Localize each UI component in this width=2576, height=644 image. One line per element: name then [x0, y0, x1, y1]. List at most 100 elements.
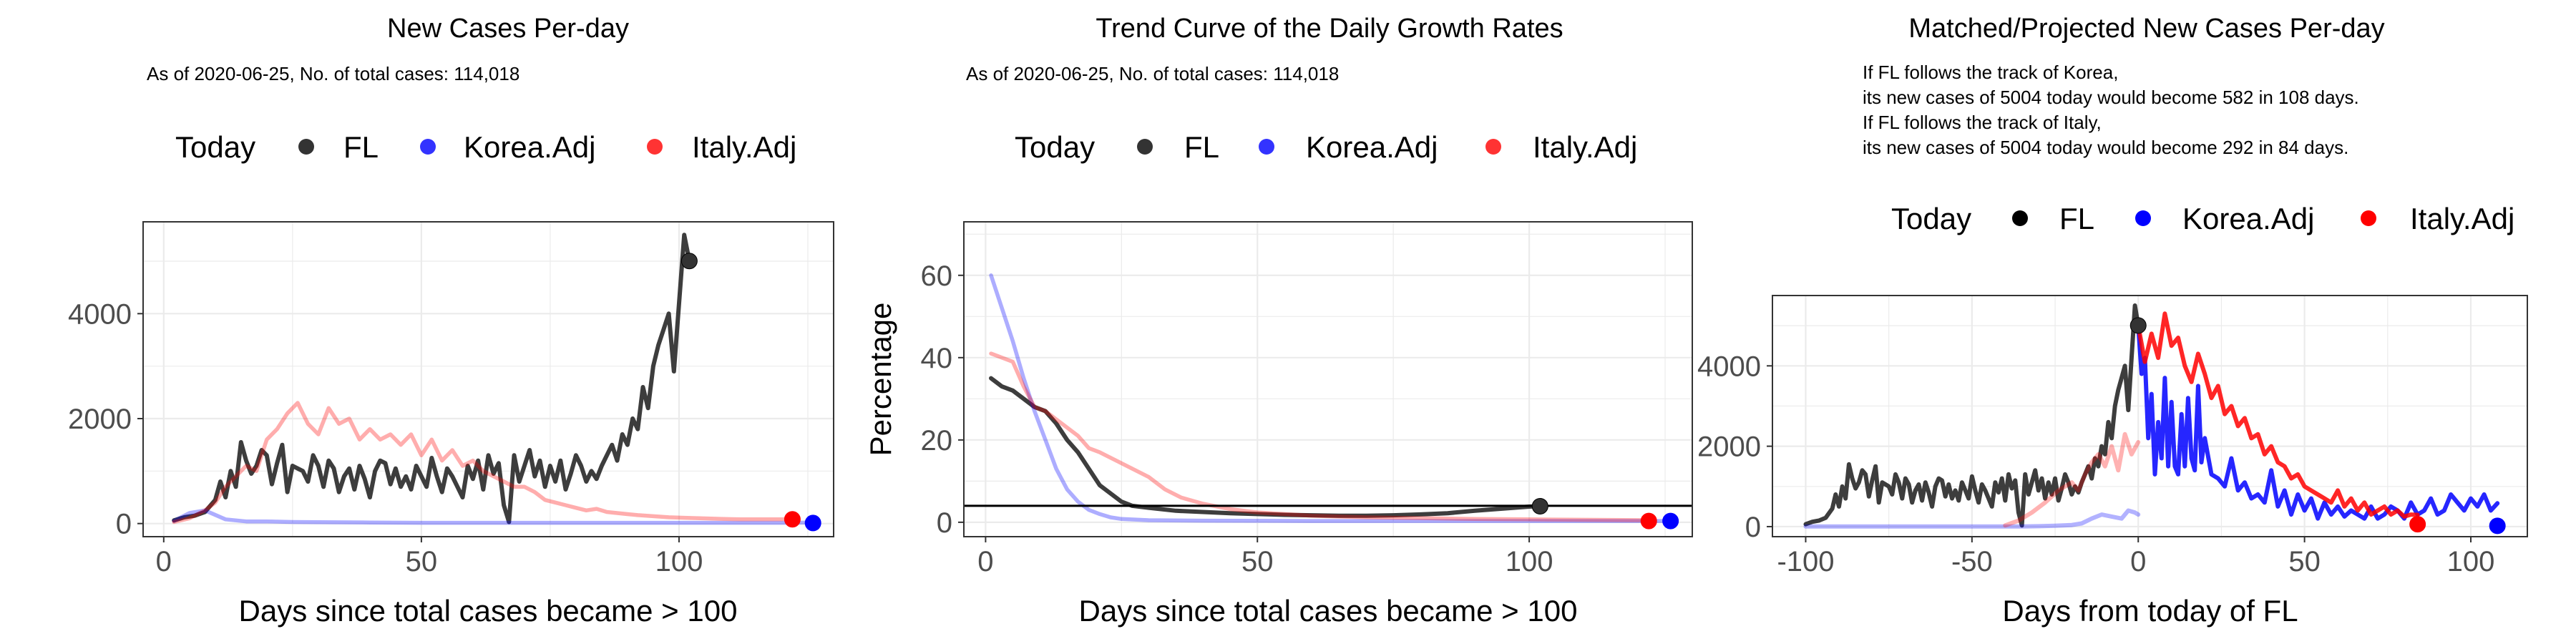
plot-area: 0 50 100 0 20 40 60 — [921, 221, 1693, 577]
legend-key-fl — [1137, 139, 1153, 155]
x-tick-label: 0 — [977, 546, 993, 577]
legend-label-italy: Italy.Adj — [2410, 202, 2514, 235]
today-point-italy-adj — [1640, 512, 1657, 530]
note-line: its new cases of 5004 today would become… — [1863, 87, 2359, 108]
x-tick-label: 50 — [1241, 546, 1274, 577]
x-tick-label: 100 — [655, 546, 703, 577]
x-tick-label: -50 — [1951, 546, 1993, 577]
x-tick-label: 0 — [156, 546, 172, 577]
x-axis-label: Days from today of FL — [2002, 594, 2298, 628]
note-line: its new cases of 5004 today would become… — [1863, 137, 2348, 158]
legend-key-italy — [647, 139, 663, 155]
plot-area: -100 -50 0 50 100 0 2000 4000 — [1697, 295, 2528, 577]
chart-panel-new-cases: New Cases Per-day As of 2020-06-25, No. … — [68, 14, 834, 628]
y-tick-label: 4000 — [1697, 351, 1761, 382]
today-markers — [2129, 317, 2506, 535]
plot-area: 0 50 100 0 2000 4000 — [68, 221, 834, 577]
today-point-italy-adj — [784, 511, 801, 528]
today-point-italy-adj — [2409, 516, 2426, 533]
chart-title: New Cases Per-day — [387, 14, 629, 44]
legend: Today FL Korea.Adj Italy.Adj — [1015, 130, 1637, 164]
series-line-fl — [172, 233, 692, 525]
series-lines — [989, 273, 1673, 523]
chart-panel-projected-cases: Matched/Projected New Cases Per-day If F… — [1697, 14, 2528, 628]
today-point-korea-adj — [804, 514, 821, 532]
series-line-italy-adj — [2136, 311, 2420, 519]
series-line-fl — [1803, 303, 2141, 528]
projection-notes: If FL follows the track of Korea, its ne… — [1863, 62, 2359, 158]
grid — [964, 222, 1692, 537]
legend: Today FL Korea.Adj Italy.Adj — [1891, 202, 2514, 235]
y-tick-label: 40 — [921, 343, 953, 374]
legend-label-korea: Korea.Adj — [464, 130, 595, 164]
plot-border — [963, 221, 1693, 537]
legend-key-italy — [2361, 210, 2376, 226]
today-markers — [1531, 497, 1679, 530]
x-tick-label: -100 — [1777, 546, 1834, 577]
note-line: If FL follows the track of Italy, — [1863, 112, 2102, 133]
y-tick-label: 2000 — [68, 404, 132, 435]
plot-border — [1772, 295, 2528, 537]
legend-label-korea: Korea.Adj — [2182, 202, 2314, 235]
series-lines — [172, 233, 815, 525]
plot-border — [142, 221, 834, 537]
chart-panel-growth-rates: Trend Curve of the Daily Growth Rates As… — [864, 14, 1693, 628]
axis-ticks: 0 50 100 0 2000 4000 — [68, 298, 703, 577]
series-lines — [1803, 303, 2500, 529]
series-line-korea-adj — [172, 508, 815, 525]
y-axis-label: Percentage — [864, 303, 897, 457]
y-tick-label: 4000 — [68, 298, 132, 330]
x-tick-label: 50 — [2288, 546, 2321, 577]
legend-key-korea — [420, 139, 436, 155]
today-markers — [680, 253, 821, 532]
chart-subtitle: As of 2020-06-25, No. of total cases: 11… — [147, 63, 519, 84]
series-line-korea-adj — [2136, 323, 2500, 521]
today-point-korea-adj — [1662, 512, 1679, 530]
series-line-korea-adj-early- — [1803, 508, 2141, 529]
x-tick-label: 100 — [1506, 546, 1553, 577]
chart-title: Trend Curve of the Daily Growth Rates — [1096, 14, 1563, 44]
y-tick-label: 0 — [1745, 512, 1761, 543]
legend-key-korea — [2135, 210, 2151, 226]
today-point-fl — [2129, 317, 2147, 334]
today-point-fl — [1531, 497, 1548, 514]
chart-subtitle: As of 2020-06-25, No. of total cases: 11… — [966, 63, 1339, 84]
axis-ticks: -100 -50 0 50 100 0 2000 4000 — [1697, 351, 2494, 577]
legend-label-italy: Italy.Adj — [1533, 130, 1637, 164]
plot-background — [964, 222, 1692, 537]
legend-label-korea: Korea.Adj — [1306, 130, 1438, 164]
note-line: If FL follows the track of Korea, — [1863, 62, 2118, 83]
chart-title: Matched/Projected New Cases Per-day — [1908, 14, 2384, 44]
x-tick-label: 0 — [2130, 546, 2146, 577]
x-axis-label: Days since total cases became > 100 — [239, 594, 738, 628]
legend-key-korea — [1259, 139, 1274, 155]
series-line-italy-adj — [989, 351, 1651, 522]
legend-key-italy — [1485, 139, 1501, 155]
y-tick-label: 2000 — [1697, 431, 1761, 463]
series-line-italy-adj-early- — [2003, 431, 2141, 528]
x-axis-label: Days since total cases became > 100 — [1079, 594, 1578, 628]
x-tick-label: 100 — [2447, 546, 2495, 577]
legend-key-fl — [2012, 210, 2028, 226]
legend: Today FL Korea.Adj Italy.Adj — [175, 130, 796, 164]
legend-label-fl: FL — [1184, 130, 1219, 164]
legend-label-fl: FL — [343, 130, 379, 164]
series-line-korea-adj — [989, 273, 1673, 523]
today-point-korea-adj — [2489, 517, 2506, 535]
y-tick-label: 20 — [921, 425, 953, 457]
legend-key-fl — [298, 139, 314, 155]
legend-title: Today — [175, 130, 255, 164]
x-tick-label: 50 — [406, 546, 438, 577]
legend-label-fl: FL — [2059, 202, 2094, 235]
legend-label-italy: Italy.Adj — [692, 130, 796, 164]
legend-title: Today — [1015, 130, 1095, 164]
y-tick-label: 60 — [921, 260, 953, 292]
today-point-fl — [680, 253, 698, 270]
y-tick-label: 0 — [937, 507, 952, 539]
series-line-italy-adj — [172, 401, 795, 525]
axis-ticks: 0 50 100 0 20 40 60 — [921, 260, 1553, 577]
plot-background — [143, 222, 834, 537]
grid — [143, 222, 834, 537]
y-tick-label: 0 — [116, 509, 132, 540]
